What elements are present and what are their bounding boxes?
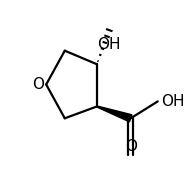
Text: OH: OH (97, 37, 120, 52)
Polygon shape (97, 106, 132, 122)
Text: OH: OH (161, 94, 185, 109)
Text: O: O (125, 139, 137, 154)
Text: O: O (32, 77, 44, 92)
